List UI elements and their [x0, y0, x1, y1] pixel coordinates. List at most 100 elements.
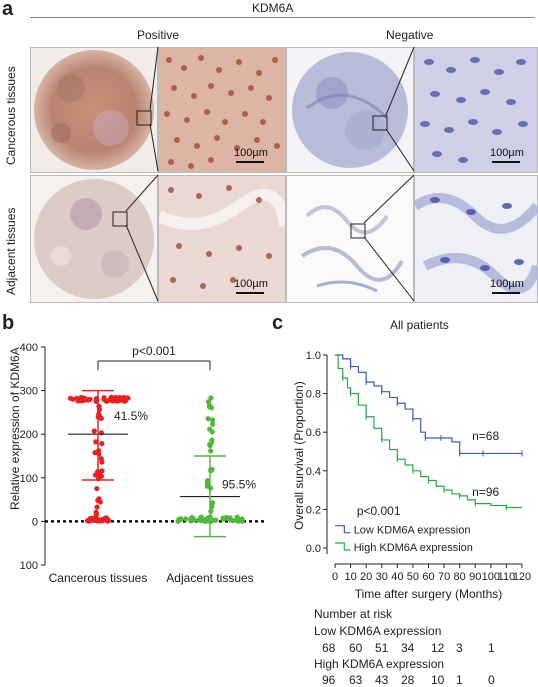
x-category-label: Cancerous tissues [49, 571, 148, 585]
risk-table-title: Number at risk [314, 607, 392, 621]
x-tick-label: 20 [360, 571, 372, 583]
pvalue-label: p<0.001 [357, 504, 401, 518]
n-high-label: n=96 [472, 485, 499, 499]
risk-low-value: 3 [456, 641, 463, 655]
y-tick-label: 200 [20, 429, 38, 441]
risk-low-value: 34 [401, 641, 414, 655]
x-category-label: Adjacent tissues [166, 571, 253, 585]
gene-header: KDM6A [252, 1, 293, 15]
ihc-cancer-positive-overview [30, 47, 158, 173]
x-tick-label: 90 [469, 571, 481, 583]
data-point [206, 518, 211, 523]
x-tick-label: 50 [407, 571, 419, 583]
y-tick-label: 0.8 [306, 389, 321, 401]
row-cancerous-label: Cancerous tissues [4, 66, 18, 165]
y-tick-label: 0 [32, 516, 38, 528]
x-tick-label: 0 [332, 571, 338, 583]
pct-cancer-label: 41.5% [114, 409, 148, 423]
data-point [210, 429, 215, 434]
col-negative-label: Negative [386, 28, 433, 42]
data-point [94, 397, 99, 402]
scale-bar-3 [236, 292, 264, 294]
data-point [207, 403, 212, 408]
data-point [183, 516, 188, 521]
legend-swatch [335, 526, 351, 533]
risk-low-row: 68 60 51 34 12 3 1 [0, 641, 538, 657]
legend-label: High KDM6A expression [354, 542, 473, 554]
risk-low-value: 60 [349, 641, 362, 655]
panel-b-letter: b [2, 312, 14, 335]
scale-label-1: 100µm [234, 147, 268, 159]
data-point [209, 440, 214, 445]
col-positive-label: Positive [137, 28, 179, 42]
risk-low-label: Low KDM6A expression [314, 624, 441, 638]
data-point [105, 399, 110, 404]
panel-c-ylabel: Overall survival (Proportion) [292, 381, 306, 530]
survival-km-chart: 0.00.20.40.60.81.00 10 20 30 40 50 60 70 80 90 100… [305, 338, 535, 613]
risk-low-value: 51 [375, 641, 388, 655]
data-point [208, 509, 213, 514]
pvalue-label: p<0.001 [132, 344, 176, 358]
data-point [95, 498, 100, 503]
scale-label-4: 100µm [490, 278, 524, 290]
y-tick-label: 300 [20, 386, 38, 398]
x-tick-label: 40 [391, 571, 403, 583]
n-low-label: n=68 [472, 429, 499, 443]
scale-bar-4 [492, 292, 520, 294]
data-point [93, 510, 98, 515]
scale-label-2: 100µm [490, 147, 524, 159]
x-tick-label: 10 [344, 571, 356, 583]
data-point [84, 397, 89, 402]
data-point [205, 416, 210, 421]
data-point [208, 448, 213, 453]
gene-header-rule [30, 17, 535, 18]
data-point [75, 398, 80, 403]
data-point [210, 417, 215, 422]
data-point [178, 516, 183, 521]
risk-low-value: 1 [488, 641, 495, 655]
risk-low-value: 12 [431, 641, 444, 655]
y-tick-label: 0.4 [306, 466, 321, 478]
x-tick-label: 120 [513, 571, 531, 583]
data-point [228, 515, 233, 520]
scale-bar-1 [236, 161, 264, 163]
data-point [114, 397, 119, 402]
data-point [210, 500, 215, 505]
data-point [212, 517, 217, 522]
y-tick-label: 400 [20, 342, 38, 354]
x-tick-label: 80 [454, 571, 466, 583]
data-point [235, 516, 240, 521]
y-tick-label: 0.0 [306, 543, 321, 555]
expression-scatter-chart: -100 0 100 200 300 400 Cancerous tissues Adjace… [20, 330, 270, 590]
panel-a-letter: a [2, 0, 13, 21]
row-adjacent-label: Adjacent tissues [4, 208, 18, 295]
legend-label: Low KDM6A expression [354, 525, 471, 537]
panel-c-title: All patients [390, 318, 449, 332]
y-tick-label: 1.0 [306, 350, 321, 362]
data-point [94, 486, 99, 491]
panel-c-letter: c [272, 312, 283, 335]
data-point [205, 484, 210, 489]
ihc-adjacent-negative-overview [286, 175, 414, 303]
data-point [208, 467, 213, 472]
data-point [240, 519, 245, 524]
data-point [106, 518, 111, 523]
y-tick-label: 0.6 [306, 427, 321, 439]
y-tick-label: -100 [20, 560, 38, 572]
data-point [96, 404, 101, 409]
data-point [99, 460, 104, 465]
data-point [190, 515, 195, 520]
x-tick-label: 30 [376, 571, 388, 583]
data-point [93, 516, 98, 521]
scale-bar-2 [492, 161, 520, 163]
data-point [94, 505, 99, 510]
risk-high-label: High KDM6A expression [314, 657, 444, 671]
x-tick-label: 60 [422, 571, 434, 583]
data-point [92, 428, 97, 433]
ihc-adjacent-positive-overview [30, 175, 158, 303]
x-axis-label: Time after surgery (Months) [355, 587, 503, 601]
data-point [199, 517, 204, 522]
y-tick-label: 0.2 [306, 504, 321, 516]
data-point [221, 516, 226, 521]
scale-label-3: 100µm [234, 278, 268, 290]
